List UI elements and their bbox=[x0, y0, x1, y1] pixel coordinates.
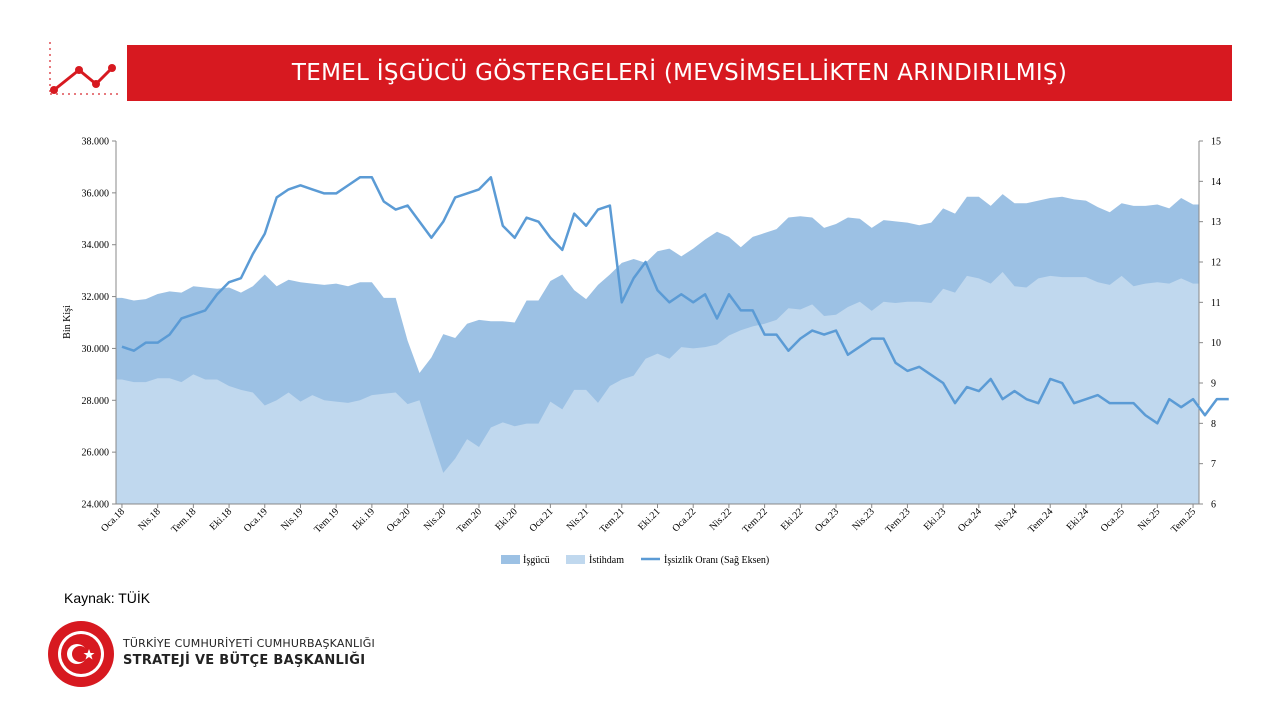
y-tick-label: 38.000 bbox=[82, 137, 110, 148]
legend-label-isgucu: İşgücü bbox=[523, 554, 550, 566]
y-axis-title: Bin Kişi bbox=[62, 305, 73, 339]
y-tick-label: 36.000 bbox=[82, 188, 110, 199]
x-tick-label: Tem.21 bbox=[598, 506, 627, 535]
x-tick-label: Oca.25 bbox=[1099, 506, 1127, 534]
y-tick-label: 34.000 bbox=[82, 240, 110, 251]
y-tick-label: 30.000 bbox=[82, 344, 110, 355]
x-tick-label: Oca.23 bbox=[813, 506, 841, 534]
x-tick-label: Tem.24 bbox=[1026, 506, 1055, 535]
crescent-star-seal-icon bbox=[48, 621, 114, 687]
y-tick-label: 28.000 bbox=[82, 396, 110, 407]
x-tick-label: Eki.24 bbox=[1065, 506, 1091, 532]
y2-tick-label: 9 bbox=[1211, 379, 1216, 390]
legend-label-issizlik: İşsizlik Oranı (Sağ Eksen) bbox=[664, 554, 769, 566]
x-tick-label: Oca.20 bbox=[385, 506, 413, 534]
x-tick-label: Tem.23 bbox=[883, 506, 912, 535]
area-istihdam bbox=[116, 271, 1199, 504]
y2-tick-label: 12 bbox=[1211, 258, 1221, 269]
y-tick-label: 24.000 bbox=[82, 500, 110, 511]
x-tick-label: Oca.24 bbox=[956, 506, 984, 534]
x-tick-label: Nis.19 bbox=[279, 506, 305, 532]
x-tick-label: Oca.19 bbox=[242, 506, 270, 534]
x-tick-label: Nis.25 bbox=[1136, 506, 1162, 532]
x-tick-label: Eki.18 bbox=[208, 506, 234, 532]
x-tick-label: Nis.18 bbox=[136, 506, 162, 532]
line-layer bbox=[121, 176, 1229, 425]
x-tick-label: Eki.19 bbox=[351, 506, 377, 532]
x-tick-label: Nis.21 bbox=[565, 506, 591, 532]
x-tick-label: Tem.25 bbox=[1169, 506, 1198, 535]
y2-tick-label: 6 bbox=[1211, 500, 1216, 511]
y2-tick-label: 7 bbox=[1211, 459, 1216, 470]
y2-tick-label: 11 bbox=[1211, 298, 1221, 309]
legend-swatch-istihdam bbox=[566, 555, 585, 564]
title-banner: TEMEL İŞGÜCÜ GÖSTERGELERİ (MEVSİMSELLİKT… bbox=[127, 45, 1232, 101]
organization-line2: STRATEJİ VE BÜTÇE BAŞKANLIĞI bbox=[123, 653, 366, 668]
x-tick-label: Eki.21 bbox=[636, 506, 662, 532]
x-tick-label: Nis.23 bbox=[850, 506, 876, 532]
y-tick-label: 26.000 bbox=[82, 448, 110, 459]
x-tick-label: Oca.22 bbox=[670, 506, 698, 534]
y2-tick-label: 10 bbox=[1211, 338, 1221, 349]
areas-layer bbox=[116, 194, 1199, 504]
line-chart-icon bbox=[49, 42, 118, 95]
x-tick-label: Eki.20 bbox=[493, 506, 519, 532]
x-tick-label: Eki.22 bbox=[779, 506, 805, 532]
x-tick-label: Tem.19 bbox=[312, 506, 341, 535]
x-tick-label: Tem.20 bbox=[455, 506, 484, 535]
organization-line1: TÜRKİYE CUMHURİYETİ CUMHURBAŞKANLIĞI bbox=[123, 637, 375, 650]
y2-tick-label: 14 bbox=[1211, 177, 1221, 188]
x-tick-label: Eki.23 bbox=[922, 506, 948, 532]
page-title: TEMEL İŞGÜCÜ GÖSTERGELERİ (MEVSİMSELLİKT… bbox=[291, 60, 1068, 86]
legend: İşgücü İstihdam İşsizlik Oranı (Sağ Ekse… bbox=[501, 554, 769, 566]
x-tick-label: Nis.20 bbox=[422, 506, 448, 532]
source-note: Kaynak: TÜİK bbox=[64, 590, 151, 606]
x-tick-label: Oca.18 bbox=[99, 506, 127, 534]
y2-tick-label: 15 bbox=[1211, 137, 1221, 148]
x-tick-label: Tem.22 bbox=[741, 506, 770, 535]
line-issizlik-orani bbox=[121, 176, 1229, 425]
x-tick-label: Tem.18 bbox=[169, 506, 198, 535]
y2-tick-label: 13 bbox=[1211, 217, 1221, 228]
x-tick-label: Nis.24 bbox=[993, 506, 1019, 532]
y-tick-label: 32.000 bbox=[82, 292, 110, 303]
y2-tick-label: 8 bbox=[1211, 419, 1216, 430]
labor-chart: 24.000 26.000 28.000 30.000 32.000 34.000 36.0… bbox=[62, 137, 1229, 566]
legend-label-istihdam: İstihdam bbox=[589, 554, 624, 566]
legend-swatch-isgucu bbox=[501, 555, 520, 564]
x-tick-label: Nis.22 bbox=[708, 506, 734, 532]
x-tick-label: Oca.21 bbox=[528, 506, 556, 534]
